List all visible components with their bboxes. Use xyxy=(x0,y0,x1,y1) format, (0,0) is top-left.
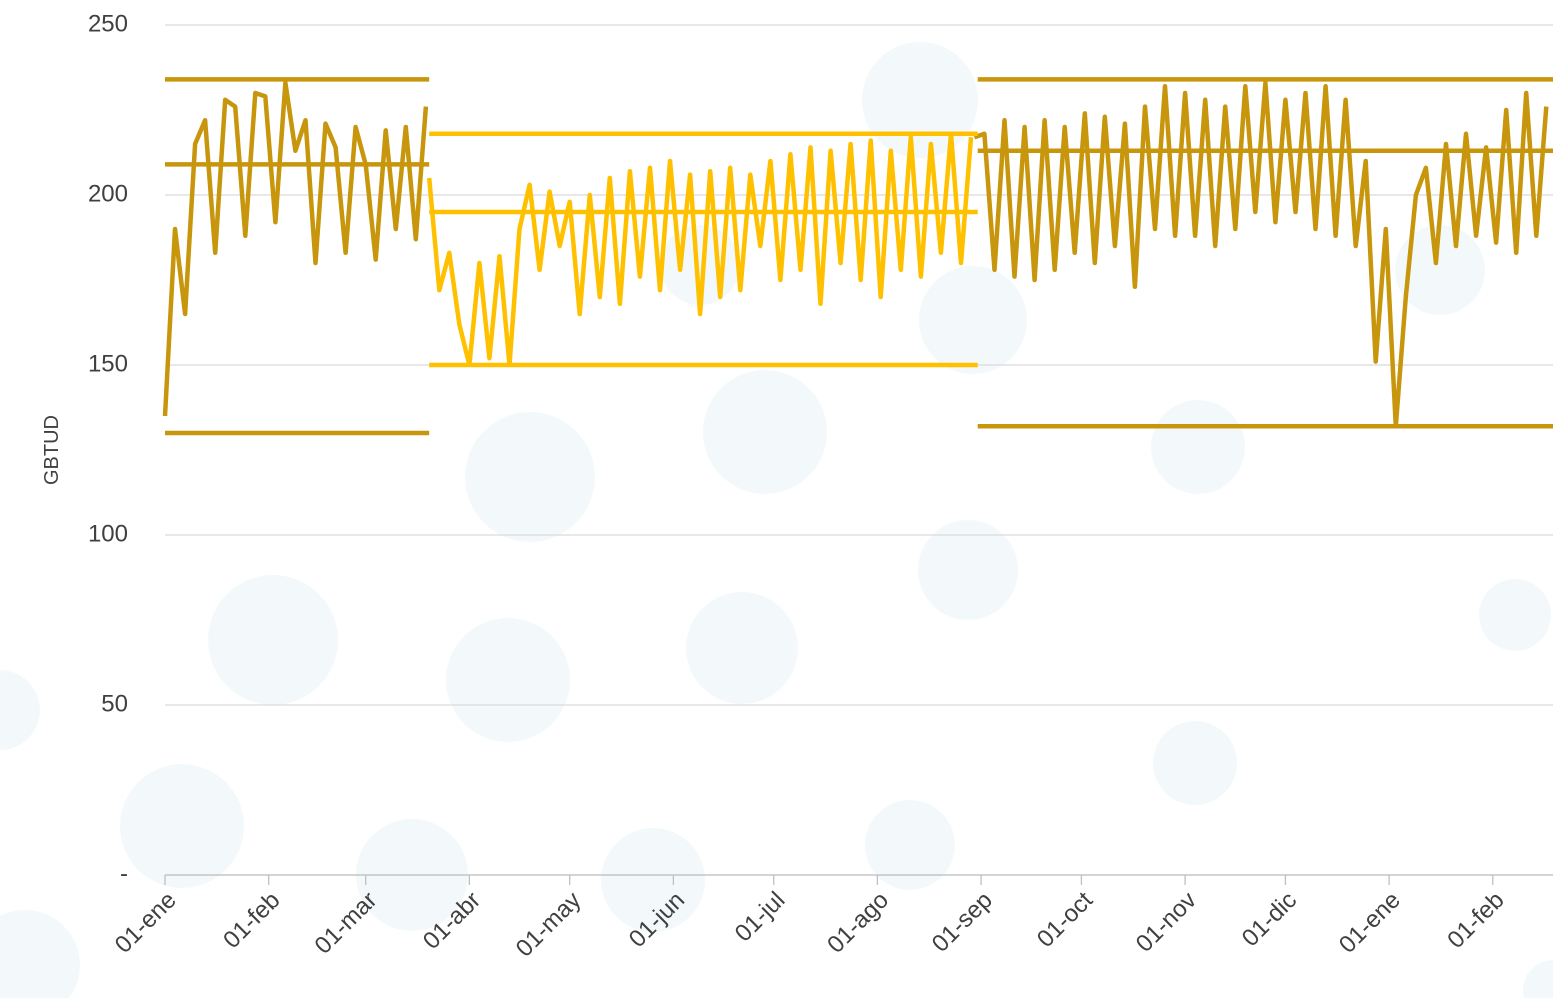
x-tick-label: 01-sep xyxy=(927,887,998,958)
y-tick-label: 150 xyxy=(88,350,128,377)
y-tick-label: - xyxy=(120,860,128,887)
y-axis-label: GBTUD xyxy=(41,415,63,485)
x-tick-label: 01-mar xyxy=(310,887,383,960)
y-tick-label: 200 xyxy=(88,180,128,207)
series-line xyxy=(162,80,429,417)
x-tick-label: 01-oct xyxy=(1032,886,1098,952)
x-tick-label: 01-nov xyxy=(1131,887,1202,958)
x-tick-label: 01-may xyxy=(511,887,587,963)
x-tick-label: 01-ago xyxy=(822,887,894,959)
y-tick-label: 100 xyxy=(88,520,128,547)
x-tick-label: 01-jul xyxy=(730,887,791,948)
x-tick-label: 01-ene xyxy=(110,887,182,959)
x-tick-label: 01-feb xyxy=(218,887,285,954)
series-line xyxy=(426,131,974,368)
y-tick-label: 250 xyxy=(88,10,128,37)
x-tick-label: 01-feb xyxy=(1442,887,1509,954)
x-tick-label: 01-dic xyxy=(1237,887,1302,952)
series-line xyxy=(973,80,1549,429)
y-tick-label: 50 xyxy=(101,690,128,717)
x-tick-label: 01-ene xyxy=(1334,887,1406,959)
